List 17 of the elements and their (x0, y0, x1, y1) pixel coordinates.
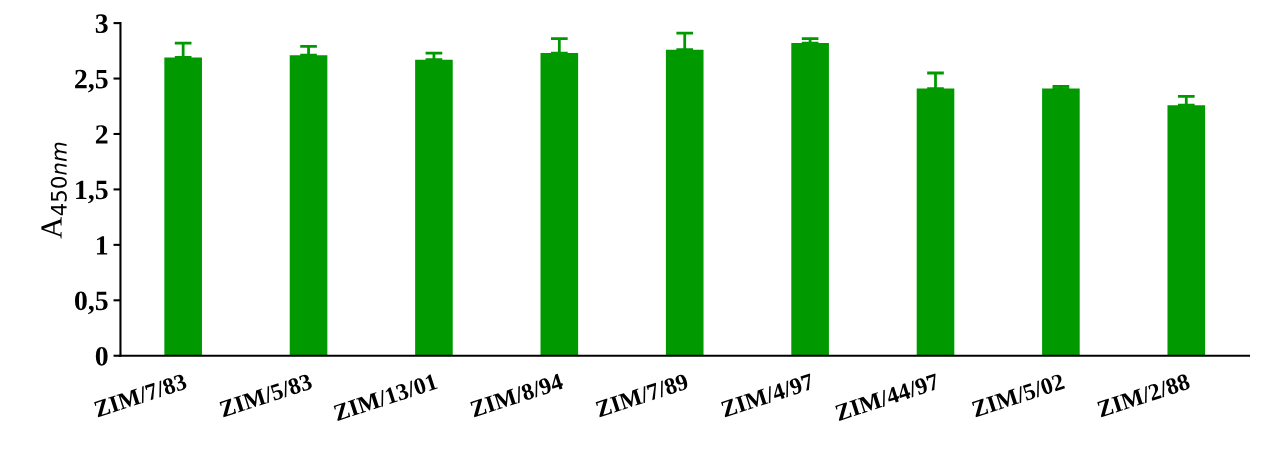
y-tick-label: 2 (95, 125, 108, 144)
y-axis-title: A$_{450nm}$ (41, 142, 67, 239)
bar (415, 59, 453, 356)
bar (540, 53, 579, 356)
bar (289, 55, 328, 356)
y-tick-label: 0 (95, 346, 108, 366)
bar (916, 88, 955, 356)
y-tick-label: 1,5 (76, 180, 108, 204)
bar (164, 57, 202, 356)
bar (1042, 88, 1080, 356)
bar (1167, 105, 1206, 356)
y-tick-label: 3 (95, 14, 108, 34)
y-tick-label: 2,5 (75, 69, 108, 93)
y-tick-label: 0,5 (74, 291, 108, 315)
bar (665, 49, 704, 356)
bar (791, 43, 829, 356)
y-tick-label: 1 (96, 236, 108, 255)
